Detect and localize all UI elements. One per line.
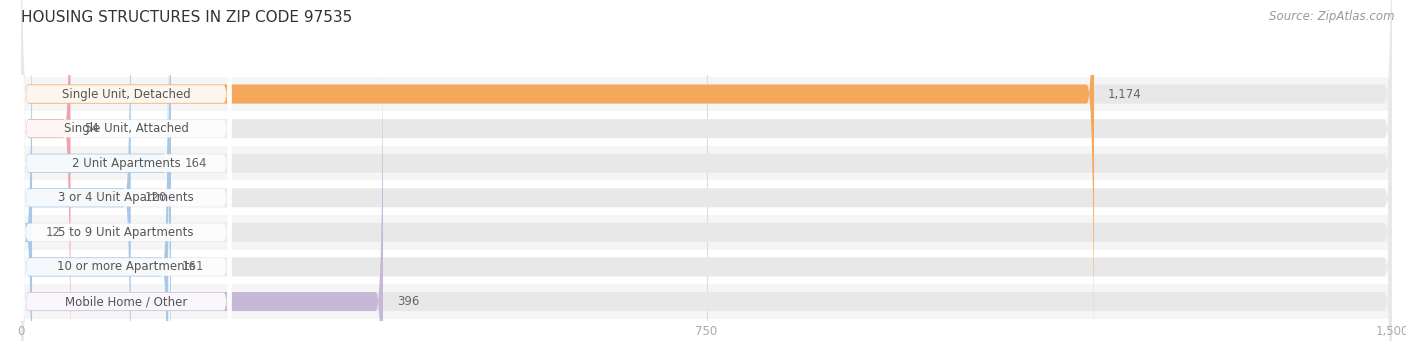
Text: 12: 12 [46, 226, 60, 239]
Bar [21, 180, 1392, 215]
Bar [21, 146, 1392, 180]
Text: 3 or 4 Unit Apartments: 3 or 4 Unit Apartments [58, 191, 194, 204]
Text: Source: ZipAtlas.com: Source: ZipAtlas.com [1270, 10, 1395, 23]
FancyBboxPatch shape [21, 0, 1392, 341]
FancyBboxPatch shape [21, 34, 1392, 341]
FancyBboxPatch shape [21, 0, 231, 341]
Text: 161: 161 [181, 261, 204, 273]
FancyBboxPatch shape [21, 0, 1392, 341]
FancyBboxPatch shape [21, 0, 172, 341]
Text: 396: 396 [396, 295, 419, 308]
Text: 1,174: 1,174 [1108, 88, 1142, 101]
Text: 2 Unit Apartments: 2 Unit Apartments [72, 157, 180, 170]
Text: Single Unit, Attached: Single Unit, Attached [63, 122, 188, 135]
Bar [21, 215, 1392, 250]
FancyBboxPatch shape [21, 34, 382, 341]
FancyBboxPatch shape [21, 0, 1392, 341]
FancyBboxPatch shape [21, 0, 131, 341]
FancyBboxPatch shape [21, 0, 1392, 341]
FancyBboxPatch shape [21, 0, 231, 341]
FancyBboxPatch shape [21, 0, 70, 341]
FancyBboxPatch shape [21, 0, 231, 341]
Bar [21, 250, 1392, 284]
FancyBboxPatch shape [21, 0, 32, 341]
FancyBboxPatch shape [21, 0, 1392, 341]
Text: Mobile Home / Other: Mobile Home / Other [65, 295, 187, 308]
Text: Single Unit, Detached: Single Unit, Detached [62, 88, 191, 101]
Text: 120: 120 [145, 191, 167, 204]
FancyBboxPatch shape [21, 0, 231, 341]
FancyBboxPatch shape [21, 0, 1094, 341]
FancyBboxPatch shape [21, 34, 231, 341]
Text: 54: 54 [84, 122, 98, 135]
FancyBboxPatch shape [21, 0, 231, 341]
FancyBboxPatch shape [21, 0, 231, 341]
FancyBboxPatch shape [21, 0, 1392, 341]
Text: HOUSING STRUCTURES IN ZIP CODE 97535: HOUSING STRUCTURES IN ZIP CODE 97535 [21, 10, 353, 25]
Bar [21, 284, 1392, 319]
Text: 164: 164 [184, 157, 207, 170]
Text: 5 to 9 Unit Apartments: 5 to 9 Unit Apartments [59, 226, 194, 239]
Bar [21, 111, 1392, 146]
Bar [21, 77, 1392, 111]
Text: 10 or more Apartments: 10 or more Apartments [56, 261, 195, 273]
FancyBboxPatch shape [21, 0, 169, 341]
